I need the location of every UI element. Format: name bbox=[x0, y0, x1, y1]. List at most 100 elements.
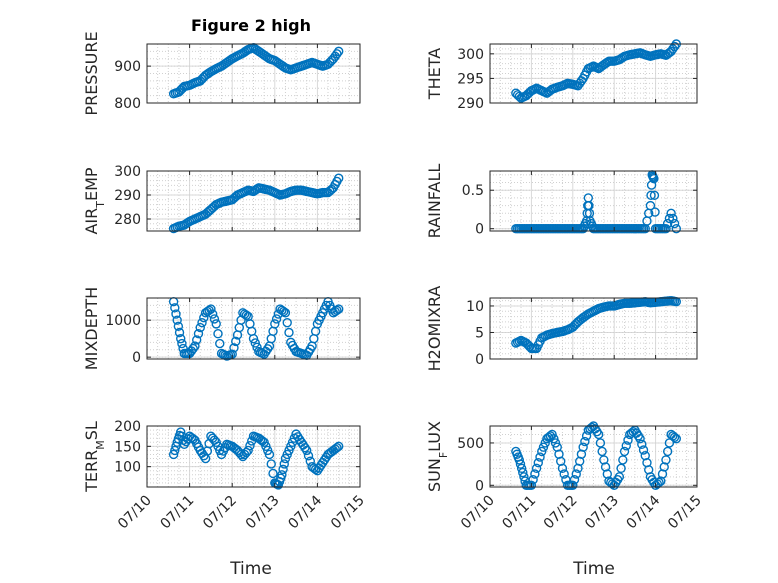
axes-box bbox=[489, 297, 698, 360]
data-point bbox=[646, 190, 656, 201]
data-point bbox=[650, 207, 660, 217]
data-point bbox=[537, 446, 547, 457]
subplot-sunflux: 0 500 07/10 07/11 07/12 07/13 07/14 07/15 SUNFLU… bbox=[425, 421, 705, 532]
data-point bbox=[535, 452, 545, 462]
y-axis-label: THETA bbox=[425, 48, 444, 100]
data-point bbox=[549, 434, 559, 444]
data-point bbox=[332, 442, 342, 453]
data-point bbox=[268, 468, 278, 479]
data-point bbox=[171, 309, 181, 319]
axes-box bbox=[489, 425, 698, 488]
data-point bbox=[334, 441, 344, 452]
data-point bbox=[264, 449, 275, 460]
data-point bbox=[518, 467, 528, 478]
data-point bbox=[595, 438, 606, 448]
data-point bbox=[245, 440, 255, 451]
y-tick-label: 10 bbox=[466, 299, 484, 315]
grid-lines bbox=[146, 170, 361, 231]
data-point bbox=[248, 333, 259, 344]
x-tick-label: 07/11 bbox=[158, 493, 198, 533]
axes-box bbox=[146, 425, 361, 488]
x-tick-label: 07/14 bbox=[285, 492, 325, 532]
data-point bbox=[547, 429, 557, 440]
y-tick-label: 290 bbox=[114, 188, 141, 204]
subplot-airtemp: 280 290 300 AIRTEMP bbox=[82, 164, 361, 235]
data-point bbox=[170, 303, 180, 313]
y-tick-label: 280 bbox=[114, 212, 141, 228]
data-point bbox=[270, 319, 280, 329]
y-tick-label: 0 bbox=[132, 350, 141, 366]
data-point bbox=[531, 463, 542, 474]
data-point bbox=[616, 463, 626, 474]
data-point bbox=[597, 446, 607, 457]
data-point bbox=[211, 319, 221, 329]
data-point bbox=[649, 190, 660, 201]
data-point bbox=[334, 304, 344, 314]
subplot-pressure: 800 900 PRESSURE bbox=[82, 31, 361, 116]
data-point bbox=[174, 327, 185, 338]
data-point bbox=[661, 223, 671, 234]
data-point bbox=[332, 49, 342, 59]
data-point bbox=[168, 449, 179, 460]
axes-box bbox=[146, 297, 361, 360]
data-point bbox=[209, 314, 220, 324]
data-point bbox=[664, 213, 675, 224]
data-point bbox=[669, 218, 680, 229]
x-tick-label: 07/13 bbox=[582, 493, 622, 533]
y-tick-label: 1000 bbox=[105, 313, 141, 329]
data-point bbox=[266, 459, 276, 469]
data-point bbox=[668, 213, 678, 224]
data-point bbox=[177, 338, 187, 349]
data-point bbox=[569, 474, 580, 485]
subplot-h2omixra: 0 5 10 H2OMIXRA bbox=[425, 286, 698, 371]
y-tick-label: 800 bbox=[114, 96, 141, 112]
data-point bbox=[188, 343, 198, 354]
data-point bbox=[580, 436, 590, 447]
data-point bbox=[229, 343, 239, 353]
data-point bbox=[250, 338, 260, 348]
y-tick-label: 5 bbox=[475, 325, 484, 341]
data-point bbox=[178, 343, 188, 354]
x-tick-label: 07/15 bbox=[328, 493, 368, 533]
axes-box bbox=[146, 170, 361, 232]
data-point bbox=[280, 308, 291, 318]
x-axis-label-left: Time bbox=[229, 559, 272, 579]
data-point bbox=[669, 432, 680, 442]
x-tick-label: 07/15 bbox=[665, 493, 705, 533]
y-tick-label: 900 bbox=[114, 59, 141, 75]
series-markers bbox=[511, 170, 681, 234]
data-point bbox=[193, 329, 204, 339]
y-tick-label: 500 bbox=[457, 436, 484, 452]
data-point bbox=[662, 218, 673, 229]
y-tick-label: 300 bbox=[114, 164, 141, 180]
data-point bbox=[277, 470, 287, 480]
data-point bbox=[515, 459, 526, 469]
data-point bbox=[243, 445, 253, 456]
x-tick-label: 07/11 bbox=[499, 493, 539, 533]
y-tick-label: 200 bbox=[114, 419, 141, 435]
y-tick-label: 295 bbox=[457, 71, 484, 87]
data-point bbox=[593, 429, 604, 440]
x-tick-label: 07/10 bbox=[115, 493, 155, 533]
data-point bbox=[557, 463, 568, 474]
figure-title: Figure 2 high bbox=[191, 16, 311, 35]
data-point bbox=[176, 333, 186, 344]
data-point bbox=[332, 305, 342, 316]
axes-box bbox=[489, 43, 698, 104]
data-point bbox=[231, 336, 241, 347]
y-axis-label: MIXDEPTH bbox=[82, 287, 101, 370]
data-point bbox=[637, 439, 647, 450]
subplot-theta: 290 295 300 THETA bbox=[425, 39, 698, 112]
data-point bbox=[303, 451, 314, 461]
data-point bbox=[236, 449, 246, 460]
x-tick-label: 07/12 bbox=[200, 493, 240, 533]
data-point bbox=[519, 472, 529, 482]
data-point bbox=[213, 329, 223, 339]
x-tick-label: 07/13 bbox=[243, 493, 283, 533]
axes-box bbox=[146, 43, 361, 104]
data-point bbox=[516, 463, 527, 474]
x-tick-label: 07/10 bbox=[458, 493, 498, 533]
y-axis-label: SUNFLUX bbox=[425, 421, 450, 492]
